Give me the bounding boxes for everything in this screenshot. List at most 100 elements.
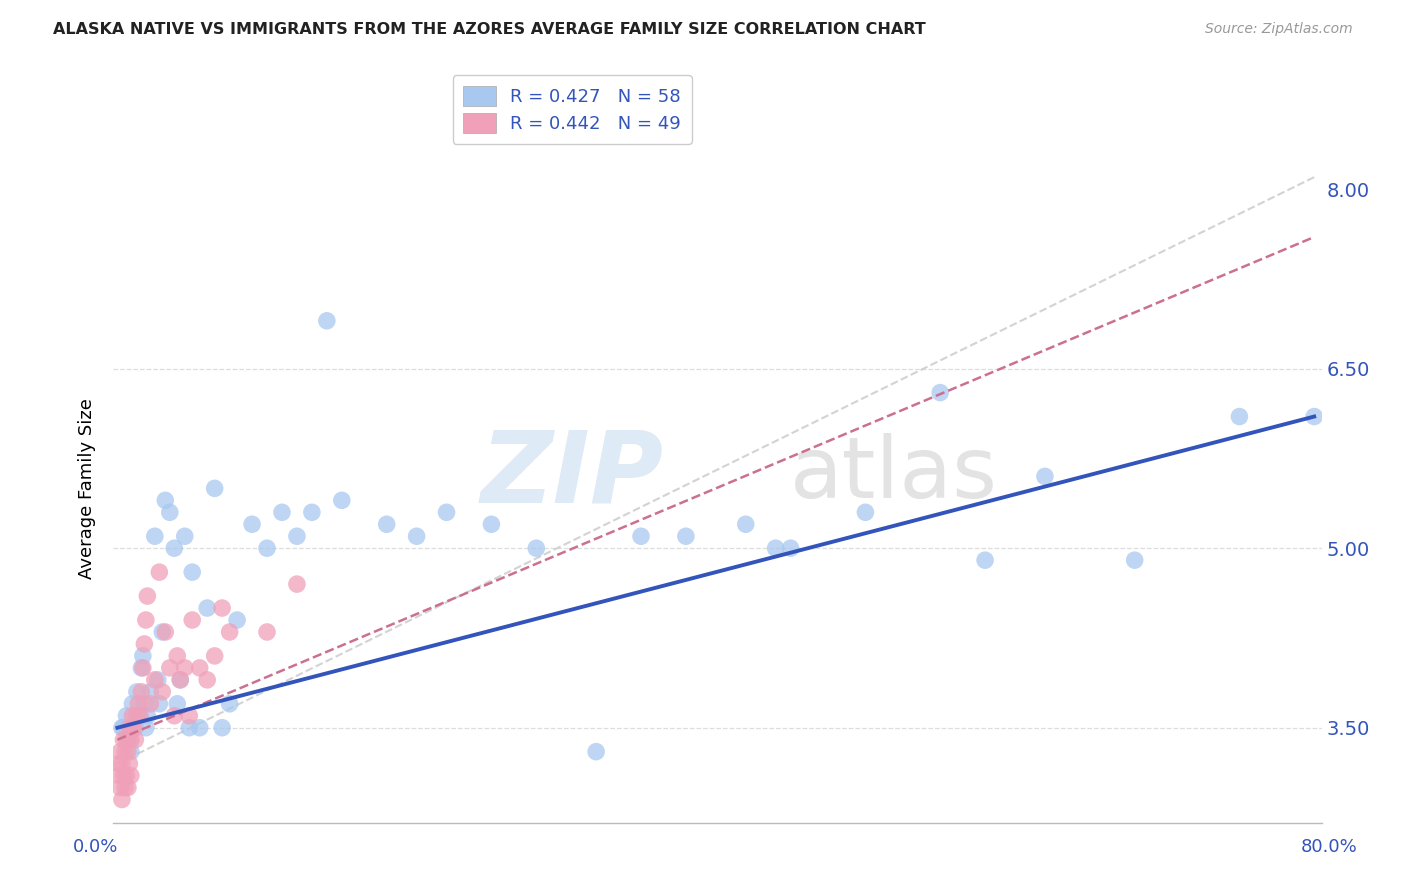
Point (211, 601, 233, 615)
Point (734, 517, 756, 532)
Point (122, 721, 145, 735)
Point (108, 769, 131, 783)
Point (436, 505, 458, 519)
Point (136, 708, 159, 723)
Point (150, 625, 173, 640)
Point (315, 314, 337, 328)
Point (125, 685, 148, 699)
Point (929, 385, 952, 400)
Point (136, 589, 159, 603)
Point (121, 697, 143, 711)
Y-axis label: Average Family Size: Average Family Size (79, 398, 96, 579)
Point (139, 697, 162, 711)
Point (256, 541, 278, 556)
Point (169, 673, 191, 687)
Point (120, 745, 142, 759)
Point (855, 505, 877, 519)
Point (139, 685, 162, 699)
Point (146, 673, 169, 687)
Point (155, 625, 177, 640)
Point (675, 529, 697, 543)
Point (132, 648, 155, 663)
Point (135, 613, 157, 627)
Point (108, 756, 131, 771)
Point (405, 529, 427, 543)
Point (134, 697, 156, 711)
Point (301, 505, 323, 519)
Point (169, 673, 191, 687)
Point (630, 529, 652, 543)
Legend: R = 0.427   N = 58, R = 0.442   N = 49: R = 0.427 N = 58, R = 0.442 N = 49 (453, 75, 692, 144)
Point (110, 745, 132, 759)
Point (134, 637, 156, 651)
Point (135, 721, 157, 735)
Point (114, 780, 136, 795)
Point (179, 721, 201, 735)
Point (121, 721, 143, 735)
Point (173, 661, 195, 675)
Point (285, 529, 308, 543)
Point (218, 625, 240, 640)
Point (1123, 553, 1146, 567)
Text: ALASKA NATIVE VS IMMIGRANTS FROM THE AZORES AVERAGE FAMILY SIZE CORRELATION CHAR: ALASKA NATIVE VS IMMIGRANTS FROM THE AZO… (53, 22, 927, 37)
Point (181, 565, 204, 579)
Point (181, 613, 204, 627)
Point (524, 541, 547, 556)
Point (120, 769, 142, 783)
Point (115, 708, 138, 723)
Point (148, 697, 170, 711)
Point (128, 708, 150, 723)
Point (143, 673, 166, 687)
Point (112, 732, 135, 747)
Point (118, 756, 141, 771)
Point (124, 732, 146, 747)
Point (131, 661, 153, 675)
Point (150, 685, 173, 699)
Point (204, 481, 226, 495)
Point (585, 745, 607, 759)
Point (330, 493, 353, 508)
Point (110, 780, 132, 795)
Point (166, 648, 188, 663)
Point (779, 541, 801, 556)
Point (120, 732, 142, 747)
Point (195, 673, 218, 687)
Text: 0.0%: 0.0% (73, 838, 118, 855)
Text: 80.0%: 80.0% (1301, 838, 1357, 855)
Point (148, 565, 170, 579)
Point (114, 745, 136, 759)
Point (240, 517, 263, 532)
Point (125, 708, 148, 723)
Point (155, 493, 177, 508)
Point (121, 708, 143, 723)
Point (1033, 469, 1056, 483)
Point (132, 661, 155, 675)
Point (117, 745, 139, 759)
Point (111, 792, 134, 806)
Text: Source: ZipAtlas.com: Source: ZipAtlas.com (1205, 22, 1353, 37)
Point (163, 541, 186, 556)
Point (204, 648, 226, 663)
Point (256, 625, 278, 640)
Point (131, 685, 153, 699)
Point (115, 732, 138, 747)
Point (112, 721, 135, 735)
Point (375, 517, 398, 532)
Point (111, 721, 134, 735)
Point (159, 661, 181, 675)
Point (211, 721, 233, 735)
Point (218, 697, 240, 711)
Point (481, 517, 503, 532)
Point (117, 732, 139, 747)
Point (195, 601, 218, 615)
Point (128, 708, 150, 723)
Point (163, 708, 186, 723)
Text: atlas: atlas (790, 434, 998, 516)
Point (765, 541, 787, 556)
Point (111, 756, 134, 771)
Point (188, 721, 211, 735)
Point (117, 780, 139, 795)
Point (118, 721, 141, 735)
Point (166, 697, 188, 711)
Point (179, 708, 201, 723)
